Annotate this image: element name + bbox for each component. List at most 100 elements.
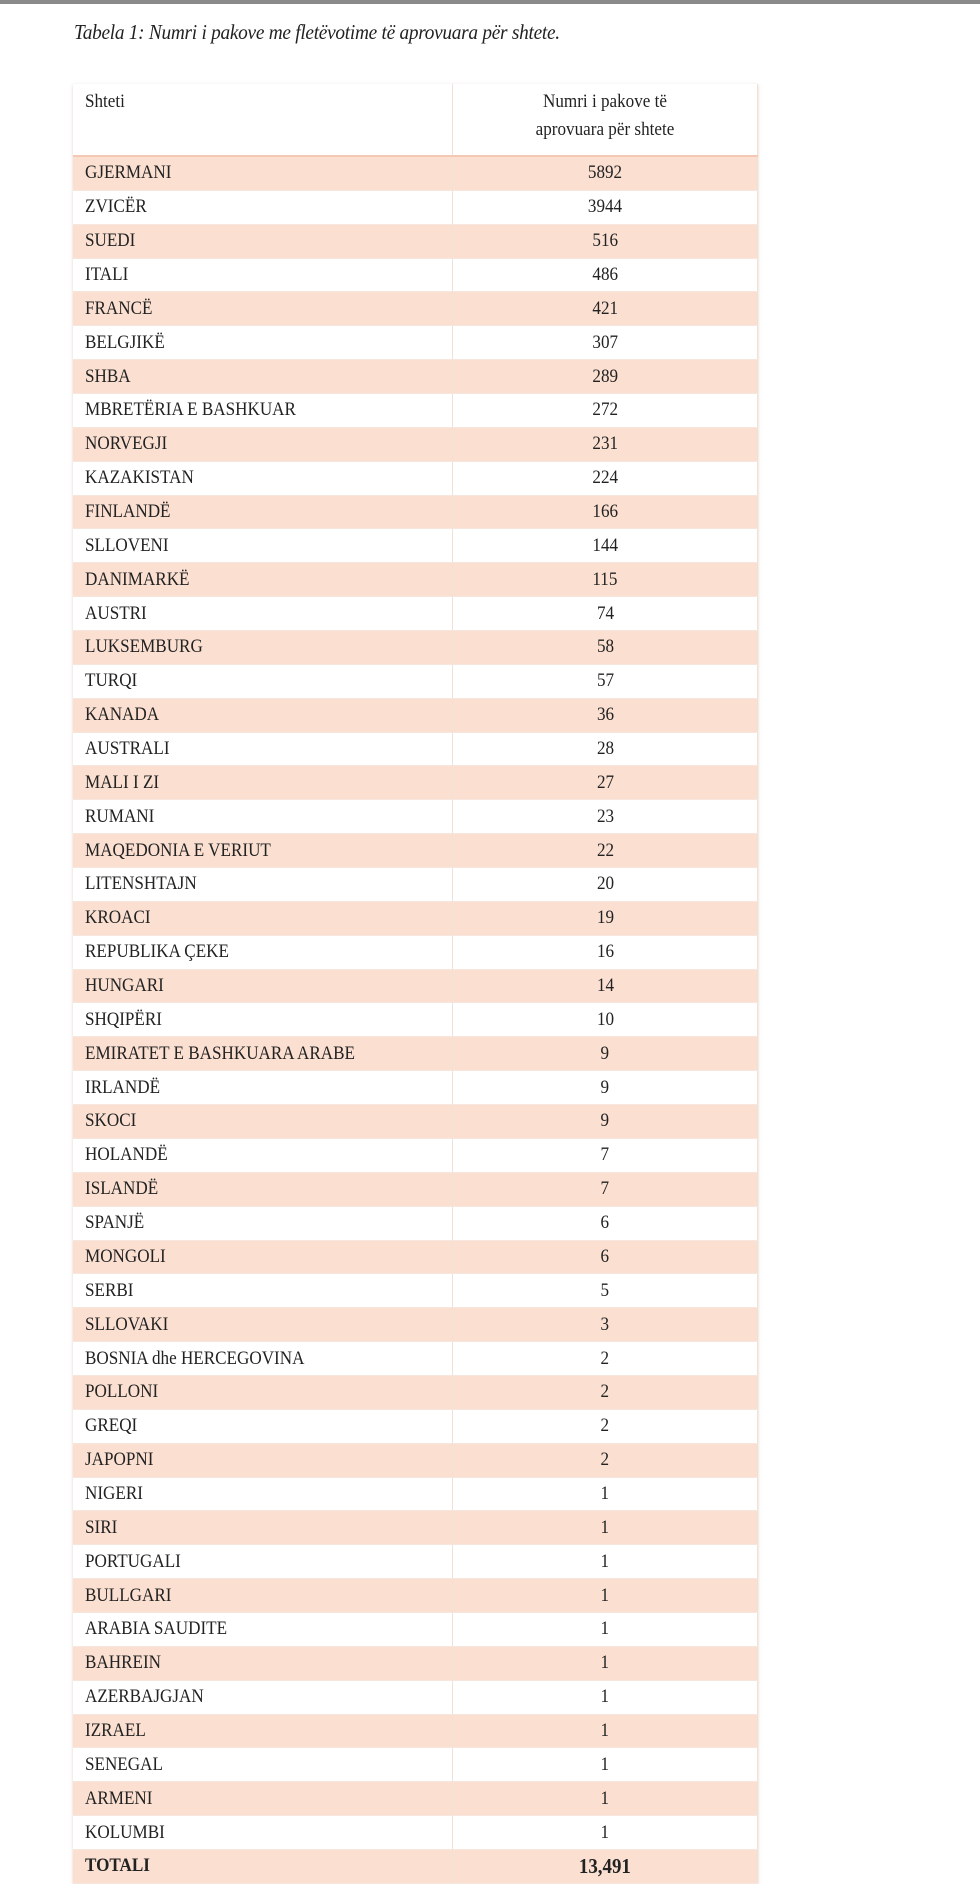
country-cell: DANIMARKË <box>73 562 453 598</box>
count-cell: 1 <box>452 1815 758 1850</box>
table-row: SENEGAL 1 <box>73 1747 758 1783</box>
count-cell: 1 <box>452 1477 758 1512</box>
table-row: POLLONI 2 <box>73 1375 758 1410</box>
count-cell: 74 <box>452 596 758 632</box>
count-cell: 22 <box>452 833 758 869</box>
count-cell: 5892 <box>452 156 758 191</box>
country-cell: ARABIA SAUDITE <box>73 1612 453 1647</box>
count-cell: 2 <box>452 1443 758 1478</box>
table-row: ISLANDË 7 <box>73 1172 758 1207</box>
table-row: KOLUMBI 1 <box>73 1815 758 1850</box>
count-cell: 57 <box>452 664 758 699</box>
country-cell: GJERMANI <box>73 156 453 191</box>
count-cell: 9 <box>452 1036 758 1072</box>
table-row: LITENSHTAJN 20 <box>73 867 758 902</box>
count-cell: 272 <box>452 393 758 428</box>
table-row: BELGJIKË 307 <box>73 325 758 361</box>
table-row: SIRI 1 <box>73 1510 758 1546</box>
country-cell: SUEDI <box>73 224 453 259</box>
country-cell: SERBI <box>73 1273 453 1309</box>
country-cell: KOLUMBI <box>73 1815 453 1850</box>
country-cell: BAHREIN <box>73 1646 453 1681</box>
country-cell: MAQEDONIA E VERIUT <box>73 833 453 869</box>
table-row: NIGERI 1 <box>73 1477 758 1512</box>
country-cell: ZVICËR <box>73 190 453 225</box>
country-cell: EMIRATET E BASHKUARA ARABE <box>73 1036 453 1072</box>
table-row: IRLANDË 9 <box>73 1070 758 1106</box>
country-cell: PORTUGALI <box>73 1544 453 1580</box>
table-row: KANADA 36 <box>73 698 758 733</box>
country-cell: KAZAKISTAN <box>73 461 453 496</box>
table-row: HOLANDË 7 <box>73 1138 758 1173</box>
count-cell: 516 <box>452 224 758 259</box>
count-cell: 1 <box>452 1544 758 1580</box>
count-cell: 1 <box>452 1578 758 1613</box>
country-cell: AUSTRALI <box>73 732 453 767</box>
table-row: SLLOVAKI 3 <box>73 1307 758 1343</box>
count-cell: 6 <box>452 1206 758 1241</box>
country-cell: SHQIPËRI <box>73 1002 453 1038</box>
table-row: PORTUGALI 1 <box>73 1544 758 1580</box>
count-cell: 1 <box>452 1747 758 1783</box>
country-cell: AZERBAJGJAN <box>73 1680 453 1715</box>
table-row: JAPOPNI 2 <box>73 1443 758 1478</box>
country-cell: LITENSHTAJN <box>73 867 453 902</box>
count-cell: 224 <box>452 461 758 496</box>
table-row: RUMANI 23 <box>73 799 758 835</box>
count-cell: 20 <box>452 867 758 902</box>
count-cell: 421 <box>452 291 758 327</box>
country-cell: SKOCI <box>73 1104 453 1139</box>
table-row: MBRETËRIA E BASHKUAR 272 <box>73 393 758 428</box>
country-cell: MALI I ZI <box>73 765 453 801</box>
country-cell: BULLGARI <box>73 1578 453 1613</box>
country-cell: MBRETËRIA E BASHKUAR <box>73 393 453 428</box>
count-cell: 27 <box>452 765 758 801</box>
table-row: AUSTRI 74 <box>73 596 758 632</box>
table-row: GREQI 2 <box>73 1409 758 1444</box>
count-cell: 19 <box>452 901 758 936</box>
count-cell: 5 <box>452 1273 758 1309</box>
table-row: MALI I ZI 27 <box>73 765 758 801</box>
country-cell: HUNGARI <box>73 969 453 1004</box>
count-cell: 1 <box>452 1510 758 1546</box>
table-row: BAHREIN 1 <box>73 1646 758 1681</box>
table-row: ARABIA SAUDITE 1 <box>73 1612 758 1647</box>
countries-table: Shteti Numri i pakove të aprovuara për s… <box>73 84 758 1884</box>
country-cell: FRANCË <box>73 291 453 327</box>
country-cell: FINLANDË <box>73 495 453 530</box>
count-cell: 1 <box>452 1781 758 1817</box>
table-row: REPUBLIKA ÇEKE 16 <box>73 935 758 970</box>
count-cell: 3944 <box>452 190 758 225</box>
country-cell: BELGJIKË <box>73 325 453 361</box>
country-cell: SIRI <box>73 1510 453 1546</box>
table-row: SLLOVENI 144 <box>73 528 758 564</box>
count-cell: 1 <box>452 1680 758 1715</box>
count-cell: 2 <box>452 1409 758 1444</box>
table-row: IZRAEL 1 <box>73 1714 758 1749</box>
count-cell: 2 <box>452 1375 758 1410</box>
table-row: KROACI 19 <box>73 901 758 936</box>
table-row: SERBI 5 <box>73 1273 758 1309</box>
country-cell: MONGOLI <box>73 1240 453 1275</box>
country-cell: ITALI <box>73 258 453 293</box>
country-cell: SPANJË <box>73 1206 453 1241</box>
table-row: EMIRATET E BASHKUARA ARABE 9 <box>73 1036 758 1072</box>
count-cell: 14 <box>452 969 758 1004</box>
country-cell: KROACI <box>73 901 453 936</box>
top-border <box>0 0 980 4</box>
country-cell: POLLONI <box>73 1375 453 1410</box>
country-cell: IZRAEL <box>73 1714 453 1749</box>
table-row: LUKSEMBURG 58 <box>73 630 758 665</box>
table-header-row: Shteti Numri i pakove të aprovuara për s… <box>73 84 758 157</box>
table-row: AZERBAJGJAN 1 <box>73 1680 758 1715</box>
country-cell: NORVEGJI <box>73 427 453 462</box>
count-cell: 10 <box>452 1002 758 1038</box>
count-cell: 144 <box>452 528 758 564</box>
count-cell: 289 <box>452 359 758 395</box>
country-cell: RUMANI <box>73 799 453 835</box>
count-cell: 1 <box>452 1714 758 1749</box>
count-cell: 58 <box>452 630 758 665</box>
country-cell: ARMENI <box>73 1781 453 1817</box>
table-row: ITALI 486 <box>73 258 758 293</box>
table-row: FINLANDË 166 <box>73 495 758 530</box>
